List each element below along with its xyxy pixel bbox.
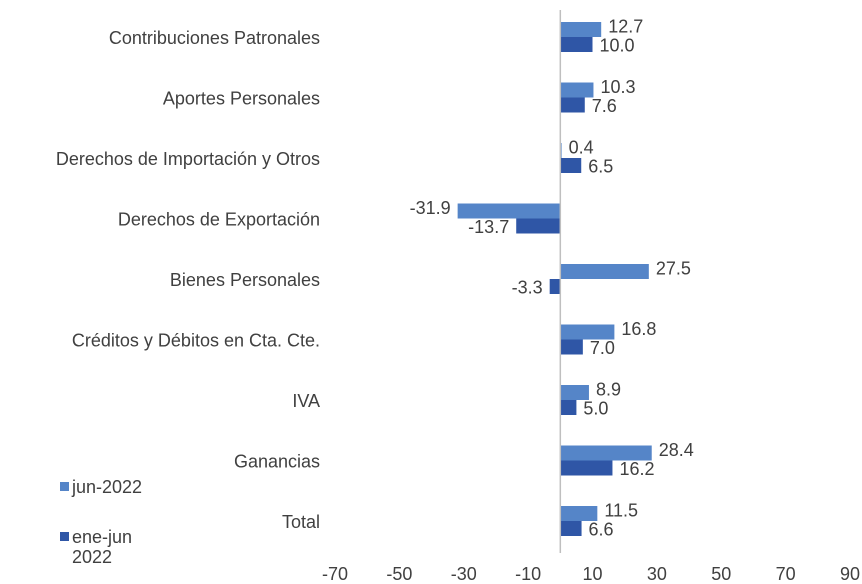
legend-item: ene-jun 2022 — [60, 527, 152, 567]
data-label: -3.3 — [512, 277, 543, 297]
data-label: 6.6 — [589, 519, 614, 539]
bar — [560, 97, 585, 113]
data-label: 6.5 — [588, 156, 613, 176]
category-label: Contribuciones Patronales — [109, 28, 320, 48]
bar — [560, 521, 582, 536]
data-label: 11.5 — [604, 500, 638, 520]
data-label: 7.6 — [592, 96, 617, 116]
category-label: Aportes Personales — [163, 88, 320, 108]
data-label: 16.8 — [621, 319, 656, 339]
bar — [549, 279, 561, 294]
data-label: 8.9 — [596, 379, 621, 399]
data-label: 27.5 — [656, 258, 691, 278]
bar — [560, 506, 598, 521]
data-label: 12.7 — [608, 16, 643, 36]
bar — [560, 445, 652, 461]
x-tick-label: 50 — [711, 564, 731, 584]
bar — [560, 37, 593, 52]
category-label: Derechos de Exportación — [118, 209, 320, 229]
category-label: Ganancias — [234, 451, 320, 471]
x-tick-label: -30 — [451, 564, 477, 584]
data-label: 10.0 — [600, 35, 635, 55]
bar — [560, 264, 649, 279]
data-label: 28.4 — [659, 440, 694, 460]
data-label: 0.4 — [569, 137, 594, 157]
data-label: -13.7 — [468, 217, 509, 237]
x-tick-label: 10 — [582, 564, 602, 584]
data-label: 7.0 — [590, 338, 615, 358]
bar — [560, 385, 589, 400]
category-label: Total — [282, 512, 320, 532]
category-label: Créditos y Débitos en Cta. Cte. — [72, 330, 320, 350]
x-tick-label: 30 — [647, 564, 667, 584]
legend-label: jun-2022 — [72, 477, 143, 497]
bar — [560, 158, 582, 173]
x-tick-label: -50 — [386, 564, 412, 584]
data-label: -31.9 — [410, 198, 451, 218]
bar — [560, 339, 583, 355]
x-tick-label: 70 — [776, 564, 796, 584]
bar — [560, 324, 615, 340]
x-tick-label: 90 — [840, 564, 860, 584]
category-label: Bienes Personales — [170, 270, 320, 290]
legend-swatch — [60, 482, 69, 491]
bar — [560, 460, 613, 476]
bar — [516, 218, 561, 234]
legend-swatch — [60, 532, 69, 541]
category-label: Derechos de Importación y Otros — [56, 149, 320, 169]
category-label: IVA — [292, 391, 320, 411]
x-tick-label: -10 — [515, 564, 541, 584]
bar — [560, 400, 577, 415]
bar — [560, 22, 602, 37]
legend-item: jun-2022 — [60, 477, 152, 497]
data-label: 16.2 — [619, 459, 654, 479]
data-label: 10.3 — [600, 77, 635, 97]
bar — [560, 82, 594, 98]
legend-label: ene-jun 2022 — [72, 527, 133, 567]
bar — [457, 203, 561, 219]
x-tick-label: -70 — [322, 564, 348, 584]
data-label: 5.0 — [583, 398, 608, 418]
